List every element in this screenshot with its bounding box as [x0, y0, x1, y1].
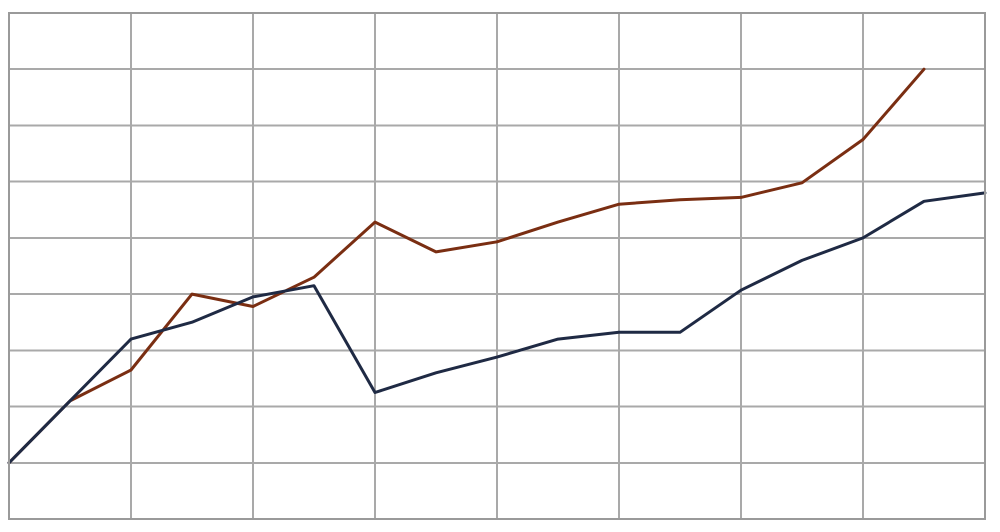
series-layer — [7, 67, 987, 465]
series-2-line — [7, 191, 987, 465]
grid — [9, 13, 985, 519]
plot-frame — [8, 12, 986, 520]
series-1-line — [7, 67, 926, 465]
